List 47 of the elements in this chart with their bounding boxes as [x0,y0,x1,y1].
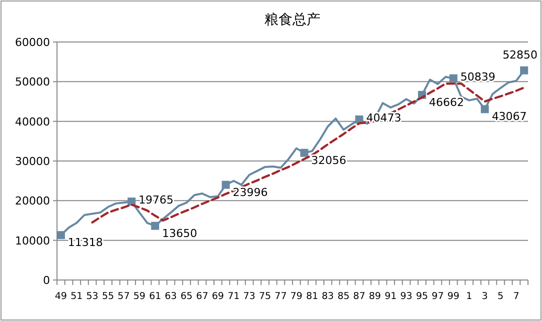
x-tick-label: 73 [243,291,256,302]
x-tick-label: 93 [400,291,412,302]
y-tick-label: 20000 [15,194,50,208]
title: 粮食总产 [264,12,320,28]
data-label: 52850 [502,48,538,62]
x-tick-label: 81 [306,291,318,302]
x-tick-label: 75 [258,291,272,302]
x-tick-label: 61 [149,291,162,302]
x-tick-label: 89 [368,291,381,302]
y-tick-label: 10000 [15,234,50,248]
x-tick-label: 71 [228,291,240,302]
data-label: 50839 [460,70,496,84]
x-tick-label: 91 [384,291,397,302]
x-tick-label: 69 [212,291,224,302]
data-label: 19765 [138,194,174,207]
x-tick-label: 49 [54,291,67,302]
x-tick-label: 79 [290,291,302,302]
y-tick-label: 60000 [15,36,50,49]
data-label: 11318 [68,236,103,250]
x-tick-label: 87 [353,291,366,302]
x-tick-label: 95 [416,291,428,302]
y-tick-label: 0 [43,274,50,287]
x-tick-label: 99 [447,291,460,302]
data-label: 32056 [311,154,346,167]
y-tick-label: 30000 [15,155,50,168]
x-tick-label: 63 [164,291,177,302]
x-tick-label: 59 [133,291,146,302]
data-label: 13650 [162,226,198,240]
x-tick-label: 85 [337,291,350,302]
y-tick-label: 40000 [15,115,50,128]
x-tick-label: 83 [322,291,334,302]
x-tick-label: 1 [466,291,472,302]
data-label: 43067 [492,110,527,124]
x-tick-label: 55 [102,291,114,302]
x-tick-label: 5 [498,291,504,302]
x-tick-label: 65 [180,291,193,302]
x-tick-label: 3 [482,291,488,302]
x-tick-label: 53 [86,291,98,302]
x-tick-label: 67 [196,291,208,302]
x-tick-label: 57 [118,291,130,302]
data-label: 46662 [429,96,464,109]
y-tick-label: 50000 [15,76,50,89]
x-tick-label: 51 [70,291,83,302]
data-label: 23996 [232,186,268,199]
x-tick-label: 97 [432,291,444,302]
x-tick-label: 77 [274,291,287,302]
x-tick-label: 7 [513,291,520,302]
